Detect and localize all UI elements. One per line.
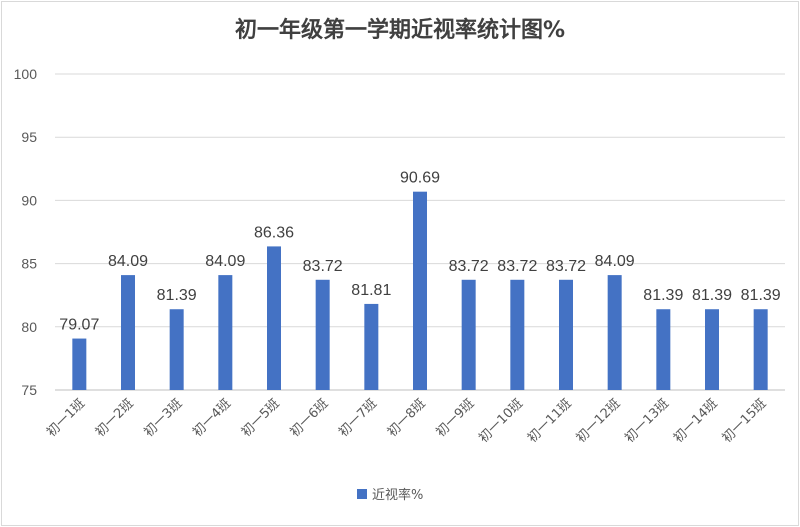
data-label: 90.69 (400, 170, 440, 187)
data-label: 83.72 (303, 258, 343, 275)
bar (656, 309, 671, 390)
data-label: 81.39 (741, 287, 781, 304)
x-tick-label: 初一1班 (44, 396, 88, 440)
data-label: 84.09 (595, 253, 635, 270)
x-tick-label: 初一13班 (622, 396, 672, 446)
data-label: 83.72 (497, 258, 537, 275)
legend: 近视率% (357, 487, 423, 503)
x-tick-label: 初一4班 (190, 396, 234, 440)
bar (315, 279, 330, 390)
data-label: 84.09 (205, 253, 245, 270)
y-tick-label: 80 (21, 319, 37, 335)
data-labels: 79.07 84.09 81.39 84.09 86.36 83.72 81.81 90.69… (59, 170, 780, 334)
bar (461, 279, 476, 390)
x-tick-label: 初一12班 (574, 396, 624, 446)
bar (72, 338, 87, 390)
bar (753, 309, 768, 390)
x-tick-label: 初一11班 (525, 396, 575, 446)
x-tick-label: 初一7班 (336, 396, 380, 440)
x-tick-label: 初一14班 (671, 396, 721, 446)
bar (267, 246, 281, 390)
bar (510, 279, 525, 390)
x-tick-label: 初一2班 (93, 396, 137, 440)
bar (218, 275, 233, 390)
y-tick-label: 90 (21, 192, 37, 208)
legend-label: 近视率% (372, 487, 423, 503)
data-label: 83.72 (546, 258, 586, 275)
data-label: 84.09 (108, 253, 148, 270)
data-label: 81.39 (692, 287, 732, 304)
x-tick-label: 初一8班 (385, 396, 429, 440)
bar (413, 191, 427, 390)
x-tick-label: 初一6班 (287, 396, 331, 440)
y-tick-label: 75 (21, 382, 37, 398)
legend-swatch (357, 489, 367, 499)
y-tick-label: 100 (14, 66, 38, 82)
bar (364, 303, 379, 390)
bar (121, 275, 135, 390)
x-tick-label: 初一10班 (476, 396, 526, 446)
data-label: 81.39 (157, 287, 197, 304)
x-tick-label: 初一9班 (433, 396, 477, 440)
y-tick-label: 85 (21, 256, 37, 272)
data-label: 86.36 (254, 224, 294, 241)
bars (72, 191, 768, 390)
bar (705, 309, 719, 390)
bar (607, 275, 622, 390)
x-tick-label: 初一3班 (141, 396, 185, 440)
data-label: 83.72 (449, 258, 489, 275)
x-tick-label: 初一15班 (720, 396, 770, 446)
data-label: 81.81 (351, 282, 391, 299)
data-label: 81.39 (643, 287, 683, 304)
x-tick-label: 初一5班 (239, 396, 283, 440)
y-tick-label: 95 (21, 129, 37, 145)
bar (169, 309, 184, 390)
data-label: 79.07 (59, 317, 99, 334)
chart-title: 初一年级第一学期近视率统计图% (235, 17, 565, 43)
bar (559, 279, 573, 390)
y-axis-ticks: 75 80 85 90 95 100 (14, 66, 38, 398)
x-axis-ticks: 初一1班 初一2班 初一3班 初一4班 初一5班 初一6班 初一7班 初一8班 初一9班初一10… (44, 396, 769, 446)
